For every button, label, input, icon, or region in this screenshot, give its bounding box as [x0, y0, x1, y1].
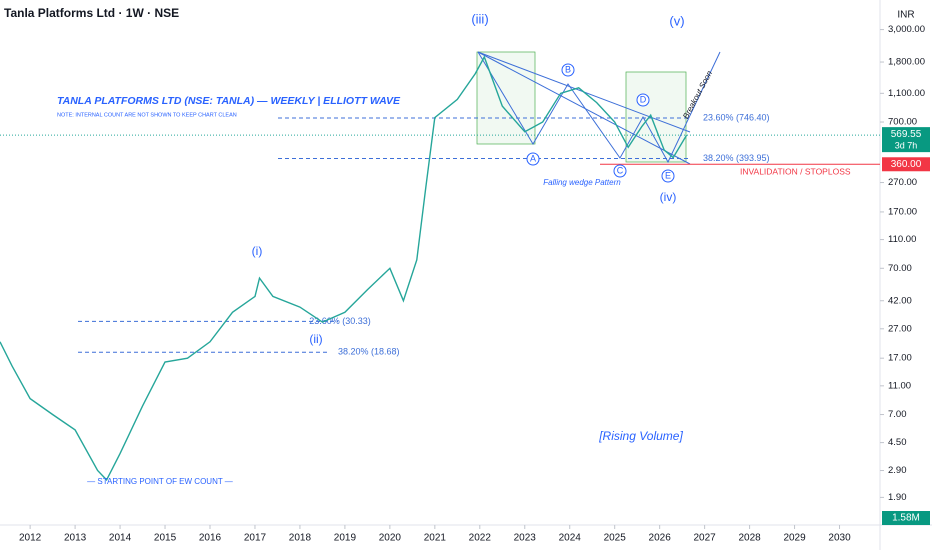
- annotation: TANLA PLATFORMS LTD (NSE: TANLA) — WEEKL…: [57, 95, 401, 107]
- x-tick-label: 2019: [334, 533, 357, 544]
- y-tick-label: 700.00: [888, 117, 917, 128]
- stoploss-label: 360.00: [891, 159, 922, 170]
- fib-label: 38.20% (393.95): [703, 153, 770, 163]
- wave-circle: [526, 152, 540, 166]
- x-tick-label: 2024: [559, 533, 582, 544]
- x-tick-label: 2027: [694, 533, 717, 544]
- wedge-lower: [477, 51, 691, 165]
- x-tick-label: 2017: [244, 533, 267, 544]
- y-tick-label: 4.50: [888, 437, 907, 448]
- y-tick-label: 70.00: [888, 263, 912, 274]
- price-line: [0, 55, 688, 482]
- x-tick-label: 2025: [604, 533, 627, 544]
- annotation: [Rising Volume]: [598, 429, 683, 443]
- annotation: (iii): [471, 11, 488, 26]
- annotation: A: [530, 153, 536, 163]
- x-tick-label: 2030: [828, 533, 851, 544]
- y-tick-label: 2.90: [888, 465, 907, 476]
- stoploss-text: INVALIDATION / STOPLOSS: [740, 167, 851, 177]
- y-tick-label: 110.00: [888, 234, 916, 245]
- y-tick-label: 11.00: [888, 380, 911, 391]
- annotation: C: [617, 165, 624, 175]
- x-tick-label: 2028: [738, 533, 761, 544]
- y-tick-label: 3,000.00: [888, 24, 925, 35]
- wave-circle: [561, 63, 575, 77]
- annotation: (i): [252, 244, 263, 258]
- volume-box: [882, 511, 930, 525]
- annotation: (ii): [309, 332, 322, 346]
- y-tick-label: 1,800.00: [888, 57, 925, 68]
- symbol-title: Tanla Platforms Ltd · 1W · NSE: [4, 6, 179, 20]
- currency: INR: [897, 10, 914, 21]
- x-tick-label: 2022: [469, 533, 492, 544]
- y-tick-label: 1.90: [888, 492, 907, 503]
- y-tick-label: 170.00: [888, 206, 917, 217]
- stoploss-box: [882, 157, 930, 172]
- y-tick-label: 270.00: [888, 177, 917, 188]
- last-price-box: [882, 127, 930, 153]
- last-price-label: 569.55: [891, 129, 922, 140]
- annotation: NOTE: INTERNAL COUNT ARE NOT SHOWN TO KE…: [57, 112, 237, 118]
- x-tick-label: 2020: [379, 533, 402, 544]
- x-tick-label: 2014: [109, 533, 132, 544]
- x-tick-label: 2018: [289, 533, 312, 544]
- wave-circle: [613, 164, 627, 178]
- y-tick-label: 27.00: [888, 323, 912, 334]
- annotation: Falling wedge Pattern: [543, 178, 621, 187]
- annotation: E: [665, 170, 671, 180]
- x-tick-label: 2013: [64, 533, 87, 544]
- wave-circle: [661, 169, 675, 183]
- wave-circle: [636, 93, 650, 107]
- fib-label: 23.60% (746.40): [703, 112, 770, 122]
- y-tick-label: 17.00: [888, 353, 912, 364]
- annotation: (v): [669, 13, 684, 28]
- x-tick-label: 2015: [154, 533, 177, 544]
- countdown: 3d 7h: [895, 141, 918, 151]
- x-tick-label: 2026: [649, 533, 672, 544]
- wave-path: [477, 51, 721, 164]
- fib-label: 23.60% (30.33): [309, 316, 371, 326]
- x-tick-label: 2021: [424, 533, 447, 544]
- measure-box: [625, 71, 687, 163]
- annotation: D: [640, 94, 647, 104]
- x-tick-label: 2023: [514, 533, 537, 544]
- fib-label: 38.20% (18.68): [338, 347, 400, 357]
- y-tick-label: 7.00: [888, 409, 907, 420]
- volume-label: 1.58M: [892, 513, 920, 524]
- x-tick-label: 2016: [199, 533, 222, 544]
- y-tick-label: 1,100.00: [888, 88, 925, 99]
- x-tick-label: 2029: [783, 533, 806, 544]
- y-tick-label: 42.00: [888, 295, 912, 306]
- annotation: B: [565, 64, 571, 74]
- annotation: — STARTING POINT OF EW COUNT —: [87, 477, 233, 486]
- x-tick-label: 2012: [19, 533, 42, 544]
- annotation: (iv): [660, 190, 677, 204]
